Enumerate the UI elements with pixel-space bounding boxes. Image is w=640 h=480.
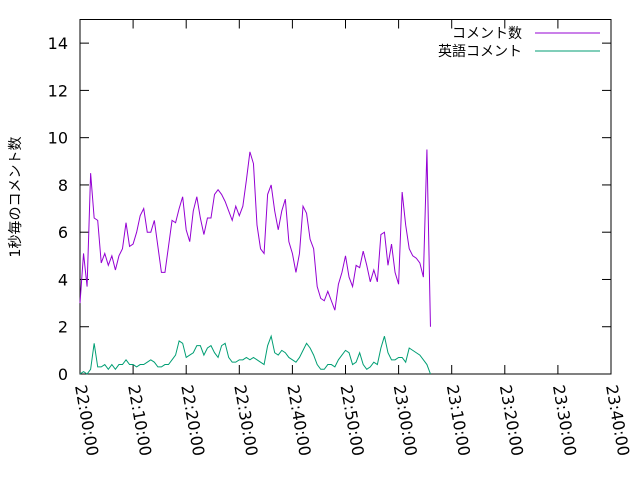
y-tick-label: 14: [48, 34, 68, 53]
y-tick-label: 10: [48, 129, 68, 148]
series-line-0: [79, 149, 431, 327]
x-tick-label: 22:00:00: [71, 383, 102, 457]
y-axis-label: 1秒毎のコメント数: [8, 137, 24, 258]
series-lines: [79, 149, 431, 375]
y-tick-label: 8: [58, 176, 68, 195]
legend-label-0: コメント数: [452, 26, 522, 42]
x-axis: 22:00:00 22:10:00 22:20:00 22:30:00 22:40:00…: [71, 19, 633, 457]
x-tick-label: 23:30:00: [549, 383, 580, 457]
x-tick-label: 22:40:00: [283, 383, 314, 457]
x-tick-label: 22:30:00: [230, 383, 261, 457]
legend-label-1: 英語コメント: [438, 43, 522, 60]
y-tick-label: 0: [58, 365, 68, 384]
plot-frame: [79, 19, 612, 375]
x-tick-label: 23:40:00: [602, 383, 633, 457]
x-tick-label: 23:10:00: [443, 383, 474, 457]
x-tick-label: 22:50:00: [337, 383, 368, 457]
x-tick-label: 23:00:00: [390, 383, 421, 457]
x-tick-label: 22:10:00: [124, 383, 155, 457]
y-tick-label: 4: [58, 270, 68, 289]
y-tick-label: 2: [58, 318, 68, 337]
x-tick-label: 22:20:00: [177, 383, 208, 457]
x-tick-label: 23:20:00: [496, 383, 527, 457]
series-line-1: [79, 334, 431, 375]
y-axis: 0 2 4 6 8 10 12 14: [48, 34, 611, 384]
y-tick-label: 6: [58, 223, 68, 242]
y-tick-label: 12: [48, 81, 68, 100]
